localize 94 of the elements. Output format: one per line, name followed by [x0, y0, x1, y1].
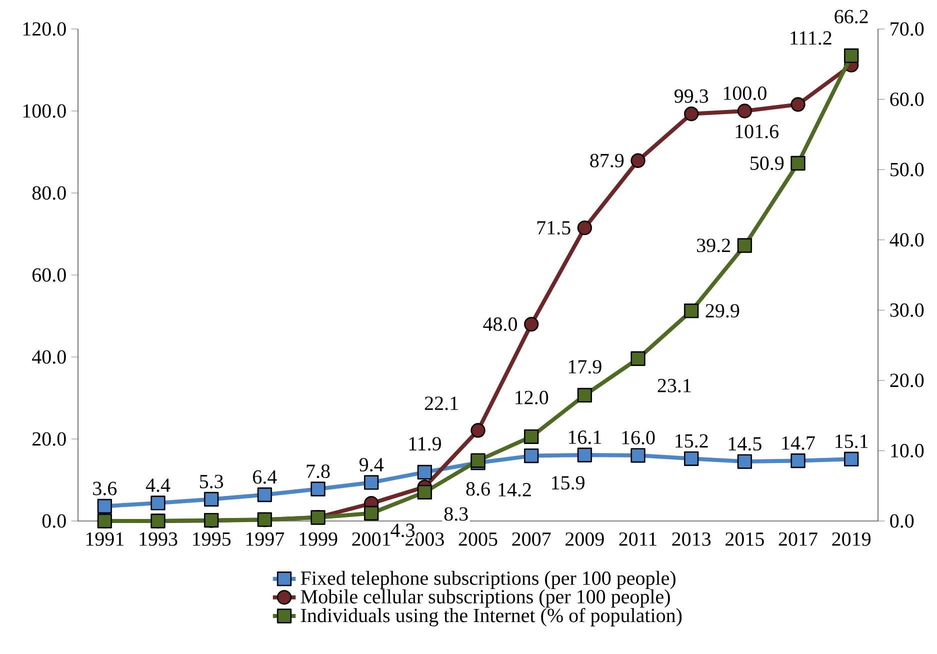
- point: [684, 106, 699, 122]
- data-label: 9.4: [359, 458, 384, 472]
- x-tick-label: 2001: [352, 532, 390, 546]
- x-tick-label: 2009: [566, 532, 604, 546]
- data-label: 71.5: [537, 221, 570, 235]
- point: [417, 484, 432, 500]
- x-tick-label: 2007: [512, 532, 551, 546]
- point: [257, 487, 272, 502]
- data-label: 15.2: [676, 434, 708, 448]
- point: [524, 316, 539, 332]
- y-tick-label: 0.0: [42, 514, 66, 528]
- data-label: 39.2: [697, 238, 730, 252]
- data-label: 14.7: [782, 436, 815, 450]
- data-label: 111.2: [790, 31, 832, 45]
- y2-tick-label: 40.0: [890, 233, 924, 247]
- point: [364, 475, 379, 490]
- data-label: 66.2: [834, 10, 868, 24]
- y2-tick-label: 0.0: [890, 514, 914, 528]
- data-label: 8.6: [466, 482, 490, 496]
- x-tick-label: 2011: [619, 532, 656, 546]
- data-label: 100.0: [724, 86, 766, 100]
- data-label: 15.1: [836, 434, 868, 448]
- x-tick-label: 1995: [193, 532, 231, 546]
- point: [790, 156, 806, 171]
- x-tick-label: 1999: [300, 532, 338, 546]
- data-label: 101.6: [736, 124, 778, 138]
- x-tick-label: 2005: [458, 532, 498, 546]
- point: [737, 454, 752, 469]
- point: [524, 429, 539, 444]
- y-tick-label: 120.0: [23, 22, 66, 36]
- legend-label: Individuals using the Internet (% of population): [301, 608, 682, 626]
- x-tick-label: 2013: [672, 532, 711, 546]
- data-label: 4.4: [146, 478, 170, 492]
- data-label: 14.2: [498, 483, 531, 497]
- y-tick-label: 20.0: [32, 432, 66, 446]
- point: [577, 220, 592, 236]
- data-label: 8.3: [444, 507, 468, 521]
- y2-tick-label: 50.0: [890, 162, 924, 176]
- y2-tick-label: 70.0: [890, 22, 924, 36]
- legend-label: Fixed telephone subscriptions (per 100 people): [300, 570, 676, 590]
- point: [630, 153, 646, 168]
- y2-tick-label: 30.0: [890, 303, 924, 317]
- data-label: 3.6: [93, 482, 117, 496]
- point: [844, 452, 859, 466]
- data-label: 12.0: [516, 390, 548, 404]
- data-label: 11.9: [409, 437, 441, 451]
- data-label: 29.9: [706, 304, 740, 318]
- data-label: 16.1: [568, 430, 601, 444]
- data-label: 5.3: [200, 474, 224, 488]
- x-tick-label: 2015: [726, 532, 764, 546]
- point: [577, 448, 592, 462]
- y2-tick-label: 20.0: [890, 374, 924, 388]
- data-label: 17.9: [568, 360, 602, 374]
- point: [630, 351, 646, 366]
- point: [417, 464, 432, 480]
- x-tick-label: 2017: [778, 532, 818, 546]
- data-label: 15.9: [552, 476, 584, 490]
- y-tick-label: 100.0: [23, 104, 66, 118]
- point: [97, 498, 112, 514]
- x-tick-label: 2019: [832, 532, 871, 546]
- point: [844, 48, 859, 64]
- point: [364, 506, 379, 521]
- data-label: 87.9: [590, 154, 624, 168]
- y-tick-label: 40.0: [32, 350, 66, 364]
- point: [310, 482, 326, 496]
- point: [737, 104, 752, 118]
- data-label: 22.1: [424, 396, 458, 410]
- point: [790, 453, 806, 468]
- x-tick-label: 1997: [246, 532, 284, 546]
- point: [790, 97, 806, 112]
- point: [737, 238, 752, 253]
- point: [630, 448, 646, 463]
- y2-tick-label: 10.0: [891, 444, 924, 458]
- data-label: 48.0: [483, 317, 517, 331]
- x-tick-label: 1993: [140, 532, 178, 546]
- y-tick-label: 60.0: [32, 268, 66, 282]
- data-label: 99.3: [674, 89, 708, 103]
- data-label: 50.9: [750, 156, 784, 170]
- point: [684, 304, 699, 318]
- data-label: 7.8: [306, 464, 330, 478]
- point: [204, 492, 219, 507]
- y2-tick-label: 60.0: [890, 92, 924, 106]
- point: [470, 423, 486, 438]
- data-label: 16.0: [622, 430, 655, 444]
- data-label: 23.1: [658, 378, 691, 392]
- x-tick-label: 1991: [86, 532, 124, 546]
- y-tick-label: 80.0: [32, 186, 66, 200]
- point: [150, 496, 166, 510]
- point: [524, 448, 539, 464]
- point: [684, 451, 699, 466]
- data-label: 14.5: [728, 437, 762, 451]
- legend-label: Mobile cellular subscriptions (per 100 people): [300, 589, 670, 608]
- point: [577, 388, 592, 403]
- data-label: 6.4: [253, 470, 277, 484]
